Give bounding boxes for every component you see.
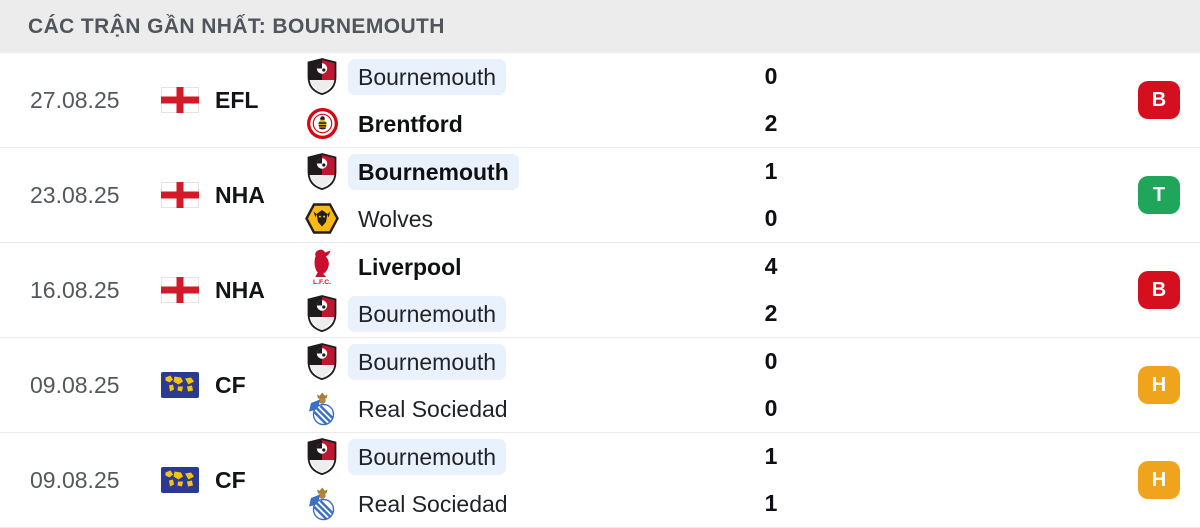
team-line: Bournemouth 1 (305, 438, 792, 476)
team-line: Wolves 0 (305, 200, 792, 238)
team-name: Bournemouth (348, 438, 507, 475)
match-row[interactable]: 16.08.25 NHA L.F.C. Liverpool 4 Bournemo… (0, 243, 1200, 338)
widget-header: CÁC TRẬN GẦN NHẤT: BOURNEMOUTH (0, 0, 1200, 53)
team-score: 0 (764, 63, 778, 89)
brentford-logo (305, 107, 339, 140)
england-flag (160, 87, 200, 113)
team-line: Real Sociedad 0 (305, 390, 792, 428)
team-name: Bournemouth (348, 153, 519, 190)
team-score: 4 (764, 253, 778, 279)
result-badge: B (1138, 271, 1180, 309)
team-line: Bournemouth 0 (305, 58, 792, 96)
competition-cell: NHA (160, 182, 305, 209)
svg-text:L.F.C.: L.F.C. (313, 279, 331, 285)
team-score: 1 (764, 158, 778, 184)
match-row[interactable]: 27.08.25 EFL Bournemouth 0 Brentford 2 B (0, 53, 1200, 148)
competition-label: CF (215, 466, 246, 493)
team-name: Bournemouth (348, 343, 507, 380)
badge-area: B (792, 271, 1180, 309)
team-line: Brentford 2 (305, 105, 792, 143)
competition-label: NHA (215, 276, 265, 303)
team-name: Wolves (358, 205, 433, 232)
real-sociedad-logo (305, 390, 339, 427)
team-name: Real Sociedad (358, 395, 508, 422)
match-row[interactable]: 09.08.25 CF Bournemouth 0 Real Sociedad … (0, 338, 1200, 433)
team-line: Bournemouth 1 (305, 153, 792, 191)
team-line: Real Sociedad 1 (305, 485, 792, 523)
bournemouth-logo (305, 153, 339, 190)
competition-label: CF (215, 371, 246, 398)
team-name: Brentford (358, 110, 463, 137)
result-badge: B (1138, 81, 1180, 119)
competition-label: NHA (215, 181, 265, 208)
badge-area: H (792, 461, 1180, 499)
match-date: 23.08.25 (30, 181, 120, 208)
result-badge: T (1138, 176, 1180, 214)
badge-area: B (792, 81, 1180, 119)
team-name: Bournemouth (348, 295, 507, 332)
team-name: Liverpool (358, 253, 462, 280)
match-date: 16.08.25 (30, 276, 120, 303)
bournemouth-logo (305, 438, 339, 475)
team-name: Real Sociedad (358, 490, 508, 517)
bournemouth-logo (305, 58, 339, 95)
world-flag (160, 372, 200, 398)
match-row[interactable]: 23.08.25 NHA Bournemouth 1 Wolves 0 T (0, 148, 1200, 243)
bournemouth-logo (305, 343, 339, 380)
team-line: Bournemouth 2 (305, 295, 792, 333)
match-row[interactable]: 09.08.25 CF Bournemouth 1 Real Sociedad … (0, 433, 1200, 528)
matchup: Bournemouth 0 Real Sociedad 0 (305, 343, 792, 428)
competition-label: EFL (215, 86, 259, 113)
liverpool-logo: L.F.C. (305, 248, 339, 285)
competition-cell: CF (160, 372, 305, 399)
wolves-logo (305, 203, 339, 234)
team-name: Bournemouth (348, 58, 507, 95)
widget-title: CÁC TRẬN GẦN NHẤT: BOURNEMOUTH (28, 14, 445, 38)
badge-area: T (792, 176, 1180, 214)
matchup: Bournemouth 0 Brentford 2 (305, 58, 792, 143)
team-score: 1 (764, 443, 778, 469)
real-sociedad-logo (305, 485, 339, 522)
team-line: Bournemouth 0 (305, 343, 792, 381)
match-date: 09.08.25 (30, 371, 120, 398)
bournemouth-logo (305, 295, 339, 332)
matchup: Bournemouth 1 Real Sociedad 1 (305, 438, 792, 523)
team-line: L.F.C. Liverpool 4 (305, 248, 792, 286)
team-score: 2 (764, 110, 778, 136)
team-score: 2 (764, 300, 778, 326)
competition-cell: EFL (160, 87, 305, 114)
world-flag (160, 467, 200, 493)
match-date: 27.08.25 (30, 86, 120, 113)
matchup: Bournemouth 1 Wolves 0 (305, 153, 792, 238)
competition-cell: CF (160, 467, 305, 494)
england-flag (160, 277, 200, 303)
team-score: 1 (764, 490, 778, 516)
team-score: 0 (764, 348, 778, 374)
result-badge: H (1138, 461, 1180, 499)
badge-area: H (792, 366, 1180, 404)
match-list: 27.08.25 EFL Bournemouth 0 Brentford 2 B… (0, 53, 1200, 528)
england-flag (160, 182, 200, 208)
matchup: L.F.C. Liverpool 4 Bournemouth 2 (305, 248, 792, 333)
competition-cell: NHA (160, 277, 305, 304)
team-score: 0 (764, 395, 778, 421)
team-score: 0 (764, 205, 778, 231)
result-badge: H (1138, 366, 1180, 404)
match-date: 09.08.25 (30, 466, 120, 493)
